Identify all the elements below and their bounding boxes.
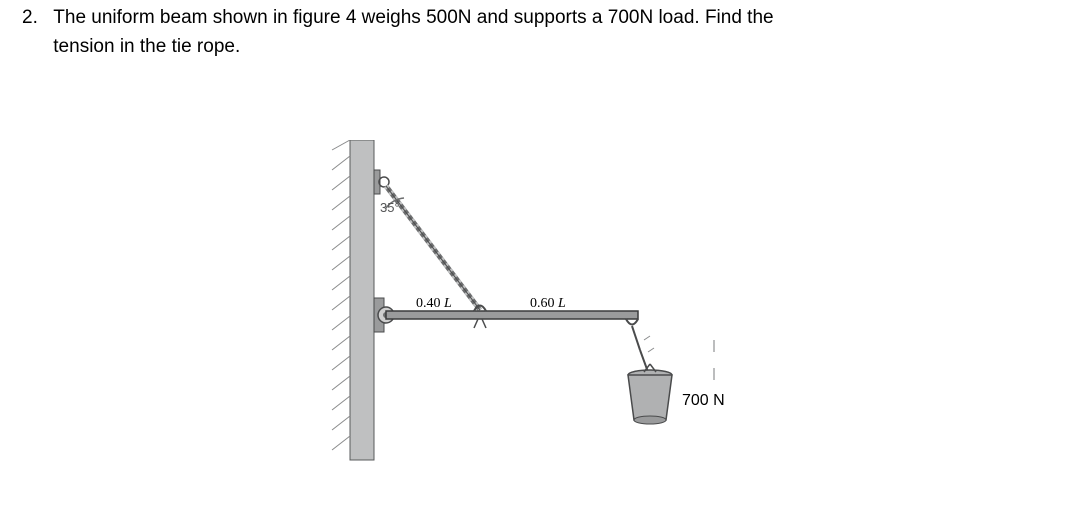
question-text: The uniform beam shown in figure 4 weigh… [53,4,1033,61]
angle-label: 35° [380,200,400,215]
figure-svg [320,140,760,510]
wall [350,140,374,460]
seg2-var: L [555,296,566,311]
segment1-label: 0.40 L [416,296,452,312]
seg2-num: 0.60 [530,296,555,311]
question-line1: The uniform beam shown in figure 4 weigh… [53,7,773,28]
seg1-var: L [441,296,452,311]
segment2-label: 0.60 L [530,296,566,312]
wall-hatching [332,140,350,450]
question-number: 2. [22,4,48,33]
hanging-weight [628,364,672,424]
tie-rope [386,186,480,310]
question-line2: tension in the tie rope. [53,36,240,57]
seg1-num: 0.40 [416,296,441,311]
beam [386,311,638,319]
load-label: 700 N [682,392,725,410]
beam-figure: 35° 0.40 L 0.60 L 700 N [320,140,760,510]
